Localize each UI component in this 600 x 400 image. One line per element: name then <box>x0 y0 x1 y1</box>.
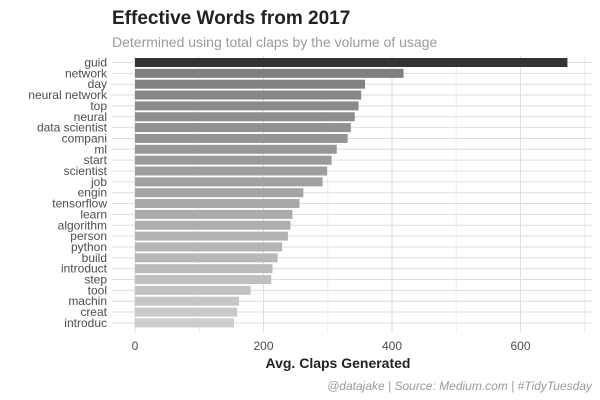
bar-data-scientist <box>135 123 351 133</box>
chart-caption: @datajake | Source: Medium.com | #TidyTu… <box>327 379 593 393</box>
x-tick-label: 400 <box>382 339 402 353</box>
bar-python <box>135 242 283 252</box>
category-label: tensorflow <box>52 197 107 211</box>
bar-day <box>135 79 366 89</box>
x-tick-label: 600 <box>510 339 530 353</box>
category-label: day <box>88 77 107 91</box>
category-label: learn <box>80 207 107 221</box>
category-label: tool <box>88 283 107 297</box>
category-label: ml <box>94 142 107 156</box>
bar-introduct <box>135 264 273 274</box>
category-label: step <box>84 273 107 287</box>
x-tick-label: 0 <box>132 339 139 353</box>
bar-person <box>135 231 288 241</box>
category-label: python <box>71 240 107 254</box>
category-label: data scientist <box>37 121 108 135</box>
x-axis-title: Avg. Claps Generated <box>266 355 411 371</box>
bars <box>135 58 568 328</box>
category-label: compani <box>62 131 107 145</box>
category-label: creat <box>80 305 107 319</box>
bar-compani <box>135 133 348 143</box>
category-label: person <box>70 229 107 243</box>
bar-scientist <box>135 166 328 176</box>
category-label: job <box>90 175 107 189</box>
category-label: neural <box>74 110 107 124</box>
category-label: start <box>84 153 108 167</box>
bar-neural <box>135 112 355 122</box>
category-label: guid <box>84 56 107 70</box>
bar-tool <box>135 285 251 295</box>
bar-algorithm <box>135 220 291 230</box>
category-label: engin <box>78 186 107 200</box>
category-label: build <box>82 251 107 265</box>
x-tick-label: 200 <box>253 339 273 353</box>
bar-creat <box>135 307 238 317</box>
bar-guid <box>135 58 568 67</box>
category-label: machin <box>68 294 107 308</box>
bar-top <box>135 101 359 111</box>
bar-machin <box>135 296 240 306</box>
bar-ml <box>135 144 337 154</box>
bar-build <box>135 253 278 263</box>
bar-job <box>135 177 323 187</box>
bar-learn <box>135 209 293 219</box>
category-label: top <box>90 99 107 113</box>
bar-introduc <box>135 318 234 328</box>
bar-tensorflow <box>135 199 300 209</box>
category-label: introduct <box>61 262 108 276</box>
chart-subtitle: Determined using total claps by the volu… <box>112 34 438 50</box>
category-label: neural network <box>28 88 108 102</box>
bar-neural-network <box>135 90 362 100</box>
chart-title: Effective Words from 2017 <box>112 8 350 29</box>
category-label: introduc <box>64 316 107 330</box>
bar-network <box>135 68 404 78</box>
bar-engin <box>135 188 304 198</box>
x-tick-labels: 0 200 400 600 <box>132 339 531 353</box>
category-label: algorithm <box>58 218 107 232</box>
category-label: scientist <box>64 164 108 178</box>
bar-start <box>135 155 332 165</box>
category-label: network <box>65 66 108 80</box>
bar-step <box>135 275 272 284</box>
